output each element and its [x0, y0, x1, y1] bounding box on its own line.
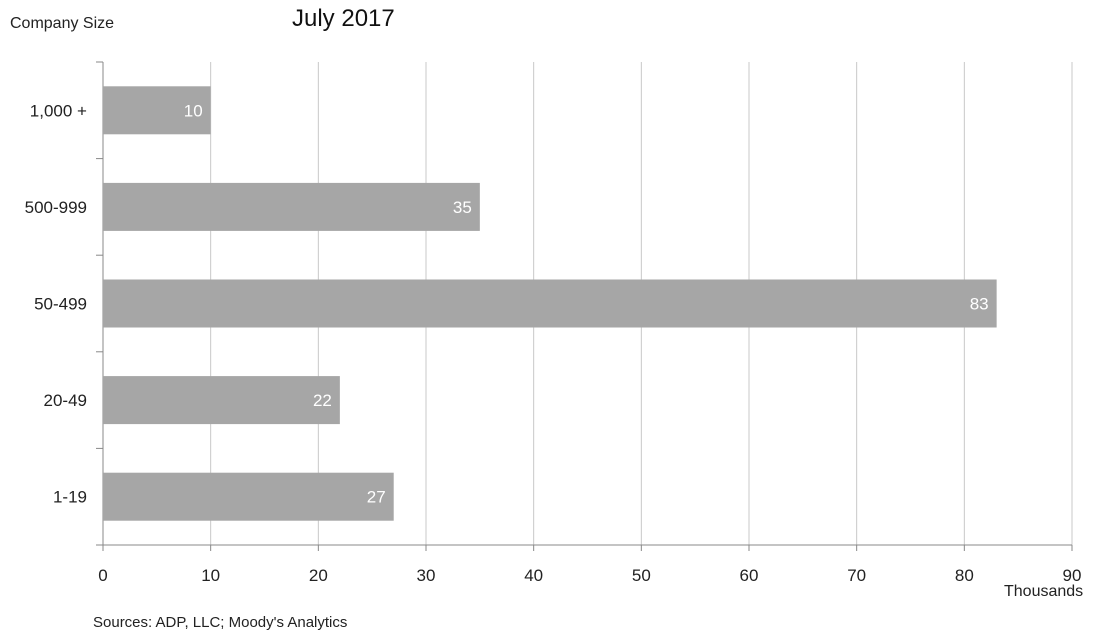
bar-50-499 [103, 279, 997, 328]
x-axis-unit: Thousands [1004, 583, 1084, 600]
x-tick-label-0: 0 [98, 566, 107, 585]
y-tick-label-50-499: 50-499 [34, 295, 87, 314]
x-tick-label-60: 60 [740, 566, 759, 585]
bar-1-000 [103, 86, 211, 135]
bar-1-19 [103, 472, 394, 521]
x-tick-label-80: 80 [955, 566, 974, 585]
y-axis-title: Company Size [10, 15, 115, 32]
bar-500-999 [103, 182, 480, 231]
x-tick-label-10: 10 [201, 566, 220, 585]
x-tick-label-50: 50 [632, 566, 651, 585]
bar-value-label-20-49: 22 [313, 391, 332, 410]
bar-value-label-50-499: 83 [970, 295, 989, 314]
x-tick-label-90: 90 [1063, 566, 1082, 585]
x-tick-label-30: 30 [417, 566, 436, 585]
bar-value-label-1-000: 10 [184, 101, 203, 120]
chart-title: July 2017 [292, 5, 395, 32]
bar-value-label-500-999: 35 [453, 198, 472, 217]
y-tick-label-500-999: 500-999 [25, 198, 87, 217]
x-tick-label-70: 70 [847, 566, 866, 585]
y-tick-label-1-000: 1,000 + [30, 101, 87, 120]
bar-value-label-1-19: 27 [367, 488, 386, 507]
y-tick-label-20-49: 20-49 [44, 391, 87, 410]
source-note: Sources: ADP, LLC; Moody's Analytics [93, 614, 348, 631]
bar-20-49 [103, 376, 340, 425]
y-tick-label-1-19: 1-19 [53, 488, 87, 507]
x-tick-label-40: 40 [524, 566, 543, 585]
x-tick-label-20: 20 [309, 566, 328, 585]
